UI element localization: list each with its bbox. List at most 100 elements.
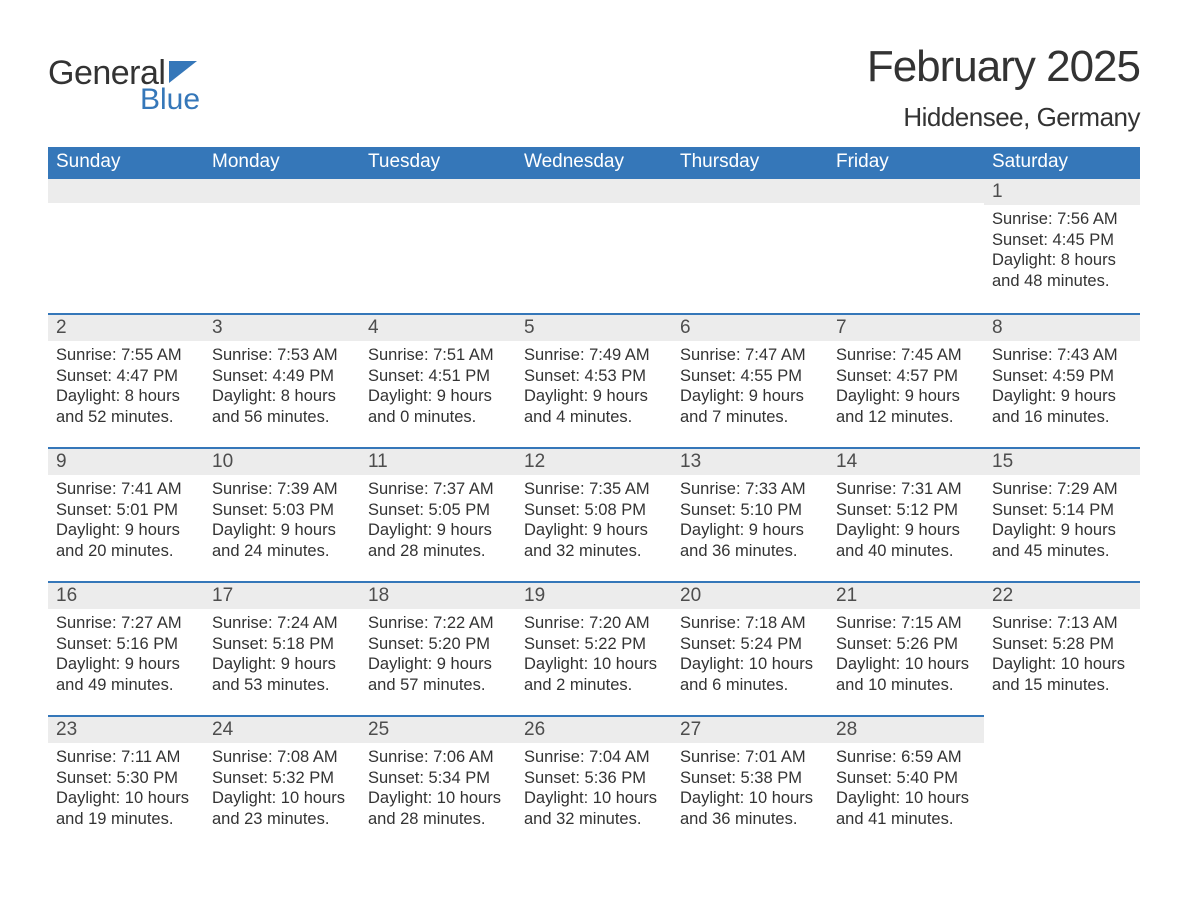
day-number: 23 bbox=[56, 719, 77, 740]
daylight-line: Daylight: 9 hours and 28 minutes. bbox=[368, 520, 508, 561]
daylight-line: Daylight: 9 hours and 45 minutes. bbox=[992, 520, 1132, 561]
logo-flag-icon bbox=[169, 61, 197, 83]
sunset-line: Sunset: 5:40 PM bbox=[836, 768, 976, 789]
sunset-line: Sunset: 4:51 PM bbox=[368, 366, 508, 387]
day-body: Sunrise: 7:27 AMSunset: 5:16 PMDaylight:… bbox=[48, 609, 204, 702]
empty-cell bbox=[672, 179, 828, 313]
day-number: 21 bbox=[836, 585, 857, 606]
day-cell: 20Sunrise: 7:18 AMSunset: 5:24 PMDayligh… bbox=[672, 581, 828, 715]
day-number-bar: 22 bbox=[984, 581, 1140, 609]
day-body: Sunrise: 7:51 AMSunset: 4:51 PMDaylight:… bbox=[360, 341, 516, 434]
day-number-bar: 26 bbox=[516, 715, 672, 743]
day-cell: 9Sunrise: 7:41 AMSunset: 5:01 PMDaylight… bbox=[48, 447, 204, 581]
daylight-line: Daylight: 9 hours and 49 minutes. bbox=[56, 654, 196, 695]
calendar-row: 2Sunrise: 7:55 AMSunset: 4:47 PMDaylight… bbox=[48, 313, 1140, 447]
day-body: Sunrise: 7:49 AMSunset: 4:53 PMDaylight:… bbox=[516, 341, 672, 434]
sunset-line: Sunset: 5:32 PM bbox=[212, 768, 352, 789]
day-number: 24 bbox=[212, 719, 233, 740]
empty-daybar bbox=[516, 179, 672, 203]
empty-cell bbox=[516, 179, 672, 313]
weekday-header: Friday bbox=[828, 147, 984, 179]
empty-cell bbox=[828, 179, 984, 313]
sunrise-line: Sunrise: 7:39 AM bbox=[212, 479, 352, 500]
sunrise-line: Sunrise: 7:04 AM bbox=[524, 747, 664, 768]
day-number-bar: 13 bbox=[672, 447, 828, 475]
day-cell: 17Sunrise: 7:24 AMSunset: 5:18 PMDayligh… bbox=[204, 581, 360, 715]
day-number: 4 bbox=[368, 317, 379, 338]
month-title: February 2025 bbox=[867, 42, 1140, 92]
sunset-line: Sunset: 5:05 PM bbox=[368, 500, 508, 521]
sunrise-line: Sunrise: 7:37 AM bbox=[368, 479, 508, 500]
empty-cell bbox=[360, 179, 516, 313]
day-number-bar: 28 bbox=[828, 715, 984, 743]
sunrise-line: Sunrise: 7:06 AM bbox=[368, 747, 508, 768]
daylight-line: Daylight: 9 hours and 57 minutes. bbox=[368, 654, 508, 695]
day-number: 16 bbox=[56, 585, 77, 606]
empty-daybar bbox=[828, 179, 984, 203]
sunrise-line: Sunrise: 7:13 AM bbox=[992, 613, 1132, 634]
day-cell: 8Sunrise: 7:43 AMSunset: 4:59 PMDaylight… bbox=[984, 313, 1140, 447]
empty-daybar bbox=[672, 179, 828, 203]
calendar-row: 23 Sunrise: 7:11 AMSunset: 5:30 PM Dayligh… bbox=[48, 715, 1140, 849]
day-cell: 27Sunrise: 7:01 AMSunset: 5:38 PMDayligh… bbox=[672, 715, 828, 849]
day-body: Sunrise: 7:55 AMSunset: 4:47 PMDaylight:… bbox=[48, 341, 204, 434]
day-body: Sunrise: 7:01 AMSunset: 5:38 PMDaylight:… bbox=[672, 743, 828, 836]
day-cell: 16 Sunrise: 7:27 AMSunset: 5:16 PMDayligh… bbox=[48, 581, 204, 715]
day-number-bar: 17 bbox=[204, 581, 360, 609]
day-body: Sunrise: 7:39 AMSunset: 5:03 PMDaylight:… bbox=[204, 475, 360, 568]
daylight-line: Daylight: 10 hours and 41 minutes. bbox=[836, 788, 976, 829]
daylight-line: Daylight: 10 hours and 6 minutes. bbox=[680, 654, 820, 695]
day-number: 19 bbox=[524, 585, 545, 606]
day-cell: 13Sunrise: 7:33 AMSunset: 5:10 PMDayligh… bbox=[672, 447, 828, 581]
day-number: 20 bbox=[680, 585, 701, 606]
day-body: Sunrise: 7:33 AMSunset: 5:10 PMDaylight:… bbox=[672, 475, 828, 568]
day-cell: 18 Sunrise: 7:22 AMSunset: 5:20 PMDayligh… bbox=[360, 581, 516, 715]
day-number-bar: 8 bbox=[984, 313, 1140, 341]
day-body: Sunrise: 7:53 AMSunset: 4:49 PMDaylight:… bbox=[204, 341, 360, 434]
sunrise-line: Sunrise: 7:31 AM bbox=[836, 479, 976, 500]
sunset-line: Sunset: 4:45 PM bbox=[992, 230, 1132, 251]
day-cell: 25Sunrise: 7:06 AMSunset: 5:34 PMDayligh… bbox=[360, 715, 516, 849]
sunrise-line: Sunrise: 7:43 AM bbox=[992, 345, 1132, 366]
daylight-line: Daylight: 9 hours and 16 minutes. bbox=[992, 386, 1132, 427]
daylight-line: Daylight: 10 hours and 36 minutes. bbox=[680, 788, 820, 829]
empty-cell bbox=[48, 179, 204, 313]
sunset-line: Sunset: 5:08 PM bbox=[524, 500, 664, 521]
day-body: Sunrise: 7:22 AMSunset: 5:20 PMDaylight:… bbox=[360, 609, 516, 702]
day-number-bar: 5 bbox=[516, 313, 672, 341]
day-number: 26 bbox=[524, 719, 545, 740]
day-cell: 28 Sunrise: 6:59 AMSunset: 5:40 PMDayligh… bbox=[828, 715, 984, 849]
day-cell: 23Sunrise: 7:11 AMSunset: 5:30 PMDayligh… bbox=[48, 715, 204, 849]
day-cell: 12Sunrise: 7:35 AMSunset: 5:08 PMDayligh… bbox=[516, 447, 672, 581]
day-number: 10 bbox=[212, 451, 233, 472]
day-number-bar: 7 bbox=[828, 313, 984, 341]
daylight-line: Daylight: 8 hours and 48 minutes. bbox=[992, 250, 1132, 291]
day-body: Sunrise: 7:37 AMSunset: 5:05 PMDaylight:… bbox=[360, 475, 516, 568]
calendar-body: 1Sunrise: 7:56 AMSunset: 4:45 PMDaylight… bbox=[48, 179, 1140, 849]
logo: General Blue bbox=[48, 36, 200, 117]
day-number-bar: 16 bbox=[48, 581, 204, 609]
day-number: 9 bbox=[56, 451, 67, 472]
day-number: 18 bbox=[368, 585, 389, 606]
weekday-header-row: Sunday Monday Tuesday Wednesday Thursday… bbox=[48, 147, 1140, 179]
location-label: Hiddensee, Germany bbox=[867, 102, 1140, 133]
sunrise-line: Sunrise: 6:59 AM bbox=[836, 747, 976, 768]
sunrise-line: Sunrise: 7:08 AM bbox=[212, 747, 352, 768]
calendar-row: 9Sunrise: 7:41 AMSunset: 5:01 PMDaylight… bbox=[48, 447, 1140, 581]
day-cell: 3Sunrise: 7:53 AMSunset: 4:49 PMDaylight… bbox=[204, 313, 360, 447]
day-cell: 14Sunrise: 7:31 AMSunset: 5:12 PMDayligh… bbox=[828, 447, 984, 581]
day-body: Sunrise: 7:35 AMSunset: 5:08 PMDaylight:… bbox=[516, 475, 672, 568]
calendar-table: Sunday Monday Tuesday Wednesday Thursday… bbox=[48, 147, 1140, 849]
day-number-bar: 4 bbox=[360, 313, 516, 341]
daylight-line: Daylight: 9 hours and 4 minutes. bbox=[524, 386, 664, 427]
sunrise-line: Sunrise: 7:41 AM bbox=[56, 479, 196, 500]
weekday-header: Saturday bbox=[984, 147, 1140, 179]
sunrise-line: Sunrise: 7:11 AM bbox=[56, 747, 196, 768]
sunset-line: Sunset: 5:30 PM bbox=[56, 768, 196, 789]
day-body: Sunrise: 7:04 AMSunset: 5:36 PMDaylight:… bbox=[516, 743, 672, 836]
header: General Blue February 2025 Hiddensee, Ge… bbox=[48, 36, 1140, 133]
day-cell: 26 Sunrise: 7:04 AMSunset: 5:36 PMDayligh… bbox=[516, 715, 672, 849]
day-number-bar: 23 bbox=[48, 715, 204, 743]
day-body: Sunrise: 7:45 AMSunset: 4:57 PMDaylight:… bbox=[828, 341, 984, 434]
day-number-bar: 10 bbox=[204, 447, 360, 475]
